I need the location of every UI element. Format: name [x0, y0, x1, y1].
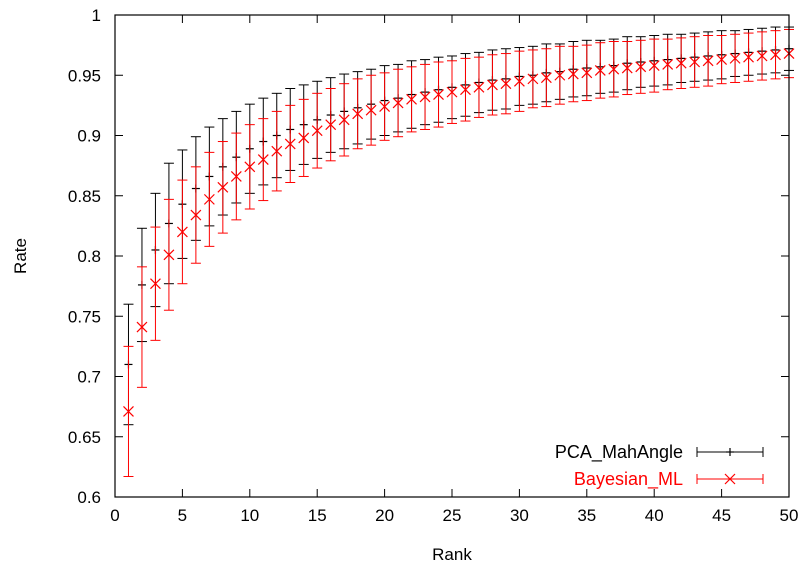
data-point — [419, 91, 431, 103]
data-point — [325, 119, 337, 131]
data-point — [446, 86, 458, 98]
x-tick-label: 50 — [780, 506, 799, 525]
data-point — [581, 67, 593, 79]
legend-label: PCA_MahAngle — [555, 442, 683, 463]
data-point — [311, 125, 323, 137]
x-tick-label: 10 — [240, 506, 259, 525]
legend: PCA_MahAngle Bayesian_ML — [555, 442, 764, 490]
data-point — [365, 104, 377, 116]
data-point — [298, 132, 310, 144]
data-point — [648, 60, 660, 72]
data-point — [352, 108, 364, 120]
x-tick-label: 25 — [443, 506, 462, 525]
data-point — [743, 51, 754, 63]
data-point — [284, 138, 296, 150]
y-tick-label: 0.85 — [68, 187, 101, 206]
data-point — [433, 89, 444, 100]
x-tick-label: 45 — [712, 506, 731, 525]
x-tick-label: 20 — [375, 506, 394, 525]
y-tick-label: 0.7 — [77, 368, 101, 387]
data-point — [338, 114, 350, 126]
x-tick-label: 0 — [110, 506, 119, 525]
data-point — [662, 58, 674, 70]
data-point — [136, 321, 148, 333]
data-point — [271, 145, 283, 157]
data-point — [621, 62, 633, 74]
data-point — [716, 54, 728, 66]
data-point — [150, 278, 161, 290]
data-point — [729, 52, 741, 64]
x-axis-title: Rank — [432, 545, 472, 564]
legend-label: Bayesian_ML — [574, 469, 683, 490]
data-point — [392, 97, 404, 109]
data-point — [460, 84, 471, 96]
y-tick-label: 0.95 — [68, 66, 101, 85]
legend-marker — [724, 473, 736, 485]
data-point — [608, 63, 620, 75]
data-point — [163, 249, 175, 261]
data-point — [123, 406, 134, 417]
data-point — [594, 65, 606, 76]
y-tick-label: 0.6 — [77, 488, 101, 507]
x-tick-label: 35 — [577, 506, 596, 525]
data-point — [244, 161, 256, 173]
y-tick-label: 0.65 — [68, 428, 101, 447]
y-axis-title: Rate — [11, 238, 30, 274]
data-point — [379, 101, 391, 113]
data-point — [473, 81, 485, 93]
data-point — [527, 73, 539, 85]
data-point — [675, 57, 687, 69]
y-tick-label: 0.75 — [68, 307, 101, 326]
data-point — [487, 79, 498, 91]
x-tick-label: 30 — [510, 506, 529, 525]
data-point — [689, 56, 701, 68]
data-point — [500, 78, 512, 90]
data-point — [770, 49, 781, 61]
data-point — [406, 93, 417, 105]
x-tick-label: 15 — [308, 506, 327, 525]
data-point — [635, 61, 647, 73]
data-point — [230, 171, 242, 182]
data-point — [554, 69, 566, 81]
data-point — [702, 55, 714, 67]
data-point — [567, 68, 579, 80]
data-point — [176, 226, 188, 238]
data-point — [756, 50, 768, 62]
y-axis: 0.6 0.65 0.7 0.75 0.8 0.85 0.9 0.95 1 — [68, 6, 789, 507]
y-tick-label: 0.8 — [77, 247, 101, 266]
series-bayesian-ml — [123, 28, 795, 478]
x-axis: 0 5 10 15 20 25 30 35 40 45 50 — [110, 15, 798, 525]
data-point — [257, 154, 269, 166]
data-point — [513, 75, 525, 87]
data-point — [540, 72, 552, 84]
x-tick-label: 5 — [178, 506, 187, 525]
y-tick-label: 0.9 — [77, 127, 101, 146]
series-pca-mahangle — [123, 26, 794, 426]
chart-marks — [123, 26, 795, 478]
data-point — [190, 209, 202, 221]
data-point — [203, 193, 215, 205]
y-tick-label: 1 — [92, 6, 101, 25]
data-point — [217, 181, 229, 193]
x-tick-label: 40 — [645, 506, 664, 525]
